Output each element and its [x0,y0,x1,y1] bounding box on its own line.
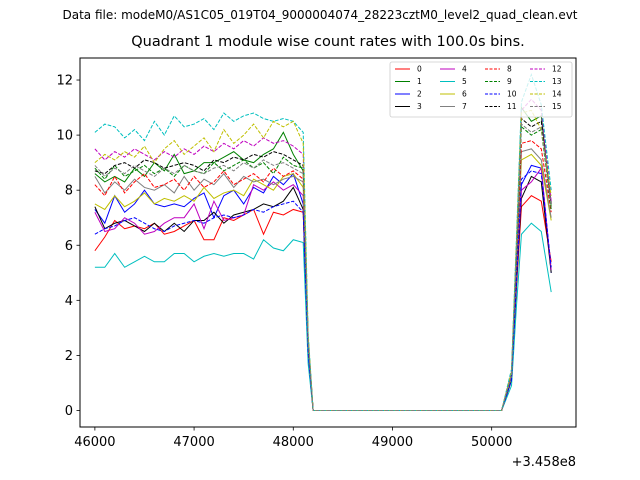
legend-label-10: 10 [507,90,517,99]
series-line-0 [94,195,552,411]
series-line-13 [94,72,552,411]
legend-label-8: 8 [507,65,512,74]
y-tick-label: 8 [65,184,73,199]
legend-label-4: 4 [462,65,467,74]
x-offset-label: +3.458e8 [512,455,576,470]
legend-label-1: 1 [417,77,422,86]
legend-label-11: 11 [507,102,517,111]
series-line-14 [94,109,552,411]
y-tick-label: 6 [65,239,73,254]
legend-label-7: 7 [462,102,467,111]
y-tick-label: 2 [65,349,73,364]
legend-label-2: 2 [417,90,422,99]
series-line-15 [94,123,552,411]
legend-label-0: 0 [417,65,422,74]
legend-label-15: 15 [552,102,562,111]
legend-label-3: 3 [417,102,422,111]
series-line-11 [94,117,552,411]
x-tick-label: 48000 [273,435,314,450]
legend-label-13: 13 [552,77,562,86]
data-file-label: Data file: modeM0/AS1C05_019T04_90000040… [62,8,578,22]
y-tick-label: 10 [56,129,73,144]
plot-frame [79,57,577,428]
legend-label-5: 5 [462,77,467,86]
y-tick-label: 0 [65,404,73,419]
legend-label-12: 12 [552,65,562,74]
legend-box [389,61,573,118]
series-line-7 [94,148,552,411]
legend-label-6: 6 [462,90,467,99]
y-tick-label: 4 [65,294,73,309]
series-line-8 [94,140,552,411]
x-tick-label: 46000 [74,435,115,450]
series-line-2 [94,164,552,411]
legend-label-9: 9 [507,77,512,86]
x-tick-label: 47000 [173,435,214,450]
series-line-6 [94,153,552,411]
chart-title: Quadrant 1 module wise count rates with … [131,34,525,50]
y-tick-label: 12 [56,74,73,89]
legend-label-14: 14 [552,90,562,99]
series-line-4 [94,166,552,411]
series-line-5 [94,222,552,411]
series-layer [94,72,552,411]
x-tick-label: 50000 [471,435,512,450]
x-tick-label: 49000 [372,435,413,450]
series-line-3 [94,175,552,411]
series-line-12 [94,98,552,411]
